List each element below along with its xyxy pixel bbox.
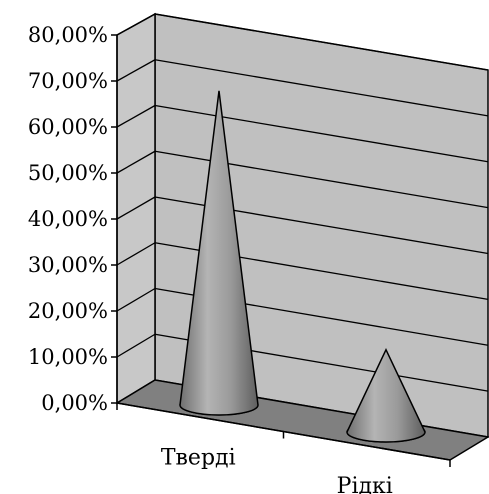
y-tick-label-7: 70,00% — [28, 69, 108, 93]
gridline-side-1 — [116, 333, 156, 358]
category-labels: Тверді Рідкі — [161, 445, 393, 494]
y-tick-label-4: 40,00% — [28, 207, 108, 231]
y-tick-label-3: 30,00% — [28, 253, 108, 277]
gridline-side-4 — [116, 196, 156, 220]
y-axis — [111, 34, 118, 404]
gridline-side-3 — [116, 242, 156, 266]
gridline-side-2 — [116, 287, 156, 312]
y-tick-label-0: 0,00% — [41, 391, 108, 415]
y-tick-label-6: 60,00% — [28, 115, 108, 139]
cones — [179, 90, 426, 443]
cone-body-0 — [179, 90, 259, 416]
cone-bar-0 — [179, 90, 259, 416]
gridline-back-8 — [154, 13, 489, 71]
y-tick-label-1: 10,00% — [28, 345, 108, 369]
category-label-0: Тверді — [161, 445, 236, 470]
y-tick-label-2: 20,00% — [28, 299, 108, 323]
y-tick-label-5: 50,00% — [28, 161, 108, 185]
gridline-side-7 — [116, 59, 156, 82]
category-label-1: Рідкі — [337, 474, 393, 494]
y-tick-labels: 0,00% 10,00% 20,00% 30,00% 40,00% 50,00% 60,00… — [28, 23, 108, 415]
gridline-side-6 — [116, 104, 156, 128]
x-axis — [116, 402, 451, 467]
cone-body-1 — [346, 347, 426, 443]
gridline-back-7 — [154, 59, 489, 117]
gridline-side-8 — [116, 13, 156, 36]
cone-bar-1 — [346, 347, 426, 443]
y-tick-label-8: 80,00% — [28, 23, 108, 47]
gridline-side-5 — [116, 150, 156, 174]
gridline-back-6 — [154, 104, 489, 163]
